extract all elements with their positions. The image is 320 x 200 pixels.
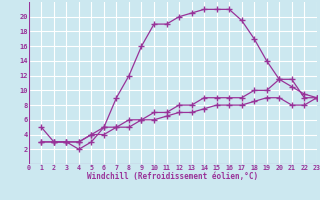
X-axis label: Windchill (Refroidissement éolien,°C): Windchill (Refroidissement éolien,°C): [87, 172, 258, 181]
